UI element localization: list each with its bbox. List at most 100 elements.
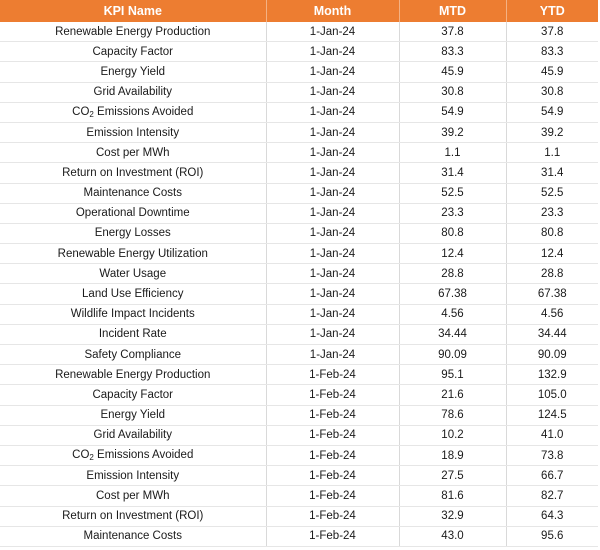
- mtd-cell[interactable]: 30.8: [399, 82, 507, 103]
- mtd-cell[interactable]: 1.1: [399, 142, 507, 164]
- ytd-cell[interactable]: 34.44: [506, 324, 598, 346]
- mtd-cell[interactable]: 83.3: [399, 41, 507, 63]
- mtd-cell[interactable]: 23.3: [399, 203, 507, 224]
- mtd-cell[interactable]: 43.0: [399, 526, 507, 547]
- ytd-cell[interactable]: 80.8: [506, 223, 598, 245]
- kpi-name-cell[interactable]: CO2 Emissions Avoided: [0, 102, 267, 123]
- month-cell[interactable]: 1-Jan-24: [266, 82, 400, 103]
- month-cell[interactable]: 1-Jan-24: [266, 183, 400, 204]
- ytd-cell[interactable]: 67.38: [506, 283, 598, 305]
- mtd-cell[interactable]: 12.4: [399, 243, 507, 265]
- month-cell[interactable]: 1-Jan-24: [266, 162, 400, 184]
- ytd-cell[interactable]: 1.1: [506, 142, 598, 164]
- ytd-cell[interactable]: 28.8: [506, 263, 598, 285]
- kpi-name-cell[interactable]: Renewable Energy Utilization: [0, 243, 267, 265]
- kpi-name-cell[interactable]: Cost per MWh: [0, 142, 267, 164]
- ytd-cell[interactable]: 37.8: [506, 22, 598, 43]
- mtd-cell[interactable]: 28.8: [399, 263, 507, 285]
- kpi-name-cell[interactable]: CO2 Emissions Avoided: [0, 445, 267, 467]
- mtd-cell[interactable]: 4.56: [399, 304, 507, 325]
- mtd-cell[interactable]: 54.9: [399, 102, 507, 123]
- header-month[interactable]: Month: [266, 0, 400, 22]
- mtd-cell[interactable]: 78.6: [399, 405, 507, 426]
- kpi-name-cell[interactable]: Emission Intensity: [0, 122, 267, 144]
- mtd-cell[interactable]: 10.2: [399, 425, 507, 446]
- ytd-cell[interactable]: 73.8: [506, 445, 598, 467]
- kpi-name-cell[interactable]: Grid Availability: [0, 425, 267, 446]
- kpi-name-cell[interactable]: Water Usage: [0, 263, 267, 285]
- month-cell[interactable]: 1-Feb-24: [266, 445, 400, 467]
- ytd-cell[interactable]: 105.0: [506, 384, 598, 406]
- kpi-name-cell[interactable]: Energy Yield: [0, 61, 267, 83]
- ytd-cell[interactable]: 4.56: [506, 304, 598, 325]
- month-cell[interactable]: 1-Feb-24: [266, 405, 400, 426]
- month-cell[interactable]: 1-Feb-24: [266, 425, 400, 446]
- month-cell[interactable]: 1-Jan-24: [266, 41, 400, 63]
- kpi-name-cell[interactable]: Capacity Factor: [0, 384, 267, 406]
- mtd-cell[interactable]: 34.44: [399, 324, 507, 346]
- mtd-cell[interactable]: 90.09: [399, 344, 507, 366]
- ytd-cell[interactable]: 52.5: [506, 183, 598, 204]
- ytd-cell[interactable]: 31.4: [506, 162, 598, 184]
- kpi-name-cell[interactable]: Cost per MWh: [0, 485, 267, 507]
- kpi-name-cell[interactable]: Maintenance Costs: [0, 526, 267, 547]
- mtd-cell[interactable]: 27.5: [399, 465, 507, 487]
- mtd-cell[interactable]: 80.8: [399, 223, 507, 245]
- mtd-cell[interactable]: 21.6: [399, 384, 507, 406]
- header-mtd[interactable]: MTD: [399, 0, 507, 22]
- ytd-cell[interactable]: 12.4: [506, 243, 598, 265]
- mtd-cell[interactable]: 37.8: [399, 22, 507, 43]
- ytd-cell[interactable]: 45.9: [506, 61, 598, 83]
- month-cell[interactable]: 1-Jan-24: [266, 22, 400, 43]
- kpi-name-cell[interactable]: Maintenance Costs: [0, 183, 267, 204]
- ytd-cell[interactable]: 41.0: [506, 425, 598, 446]
- header-kpi-name[interactable]: KPI Name: [0, 0, 267, 22]
- kpi-name-cell[interactable]: Capacity Factor: [0, 41, 267, 63]
- month-cell[interactable]: 1-Jan-24: [266, 324, 400, 346]
- month-cell[interactable]: 1-Jan-24: [266, 61, 400, 83]
- mtd-cell[interactable]: 95.1: [399, 364, 507, 386]
- month-cell[interactable]: 1-Jan-24: [266, 304, 400, 325]
- kpi-name-cell[interactable]: Renewable Energy Production: [0, 364, 267, 386]
- kpi-name-cell[interactable]: Grid Availability: [0, 82, 267, 103]
- header-ytd[interactable]: YTD: [506, 0, 598, 22]
- kpi-name-cell[interactable]: Land Use Efficiency: [0, 283, 267, 305]
- kpi-name-cell[interactable]: Wildlife Impact Incidents: [0, 304, 267, 325]
- ytd-cell[interactable]: 124.5: [506, 405, 598, 426]
- month-cell[interactable]: 1-Feb-24: [266, 465, 400, 487]
- ytd-cell[interactable]: 23.3: [506, 203, 598, 224]
- month-cell[interactable]: 1-Feb-24: [266, 506, 400, 527]
- kpi-name-cell[interactable]: Renewable Energy Production: [0, 22, 267, 43]
- ytd-cell[interactable]: 54.9: [506, 102, 598, 123]
- kpi-name-cell[interactable]: Energy Yield: [0, 405, 267, 426]
- kpi-name-cell[interactable]: Operational Downtime: [0, 203, 267, 224]
- mtd-cell[interactable]: 52.5: [399, 183, 507, 204]
- month-cell[interactable]: 1-Jan-24: [266, 283, 400, 305]
- month-cell[interactable]: 1-Feb-24: [266, 485, 400, 507]
- mtd-cell[interactable]: 81.6: [399, 485, 507, 507]
- month-cell[interactable]: 1-Feb-24: [266, 526, 400, 547]
- month-cell[interactable]: 1-Jan-24: [266, 102, 400, 123]
- kpi-name-cell[interactable]: Energy Losses: [0, 223, 267, 245]
- month-cell[interactable]: 1-Jan-24: [266, 142, 400, 164]
- kpi-name-cell[interactable]: Emission Intensity: [0, 465, 267, 487]
- mtd-cell[interactable]: 67.38: [399, 283, 507, 305]
- ytd-cell[interactable]: 83.3: [506, 41, 598, 63]
- month-cell[interactable]: 1-Jan-24: [266, 263, 400, 285]
- mtd-cell[interactable]: 45.9: [399, 61, 507, 83]
- month-cell[interactable]: 1-Jan-24: [266, 223, 400, 245]
- ytd-cell[interactable]: 66.7: [506, 465, 598, 487]
- month-cell[interactable]: 1-Jan-24: [266, 243, 400, 265]
- mtd-cell[interactable]: 31.4: [399, 162, 507, 184]
- month-cell[interactable]: 1-Jan-24: [266, 122, 400, 144]
- ytd-cell[interactable]: 39.2: [506, 122, 598, 144]
- ytd-cell[interactable]: 95.6: [506, 526, 598, 547]
- kpi-name-cell[interactable]: Safety Compliance: [0, 344, 267, 366]
- month-cell[interactable]: 1-Feb-24: [266, 364, 400, 386]
- mtd-cell[interactable]: 39.2: [399, 122, 507, 144]
- ytd-cell[interactable]: 30.8: [506, 82, 598, 103]
- ytd-cell[interactable]: 82.7: [506, 485, 598, 507]
- ytd-cell[interactable]: 90.09: [506, 344, 598, 366]
- kpi-name-cell[interactable]: Return on Investment (ROI): [0, 506, 267, 527]
- ytd-cell[interactable]: 64.3: [506, 506, 598, 527]
